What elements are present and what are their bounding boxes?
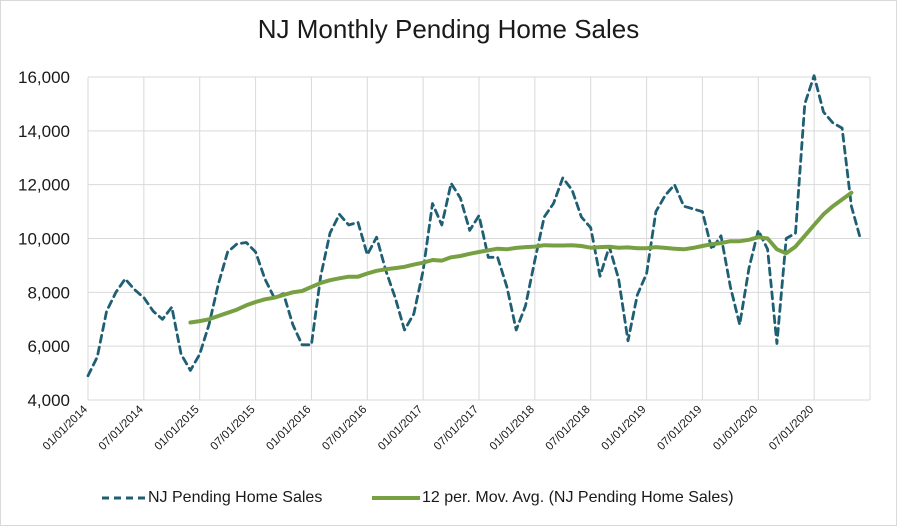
- x-tick-label: 01/01/2018: [488, 404, 537, 453]
- y-tick-label: 16,000: [18, 68, 70, 87]
- series-line-pending-sales: [86, 74, 863, 378]
- x-tick-label: 07/01/2016: [320, 404, 369, 453]
- y-tick-label: 10,000: [18, 230, 70, 249]
- series-line-moving-average: [188, 190, 854, 325]
- legend-swatch-solid: [372, 496, 420, 500]
- x-tick-label: 07/01/2014: [97, 403, 147, 453]
- legend-label-pending-sales: NJ Pending Home Sales: [148, 489, 323, 506]
- legend-item-pending-sales: NJ Pending Home Sales: [100, 486, 322, 510]
- x-tick-label: 07/01/2020: [767, 404, 816, 453]
- x-axis-tick-labels: 01/01/2014 07/01/2014 01/01/2015 07/01/2015…: [41, 403, 816, 453]
- x-tick-label: 01/01/2020: [711, 404, 760, 453]
- x-tick-label: 01/01/2015: [153, 404, 202, 453]
- y-tick-label: 14,000: [18, 122, 70, 141]
- chart-title: NJ Monthly Pending Home Sales: [257, 14, 640, 44]
- y-tick-label: 8,000: [27, 283, 70, 302]
- legend: NJ Pending Home Sales 12 per. Mov. Avg. …: [0, 486, 897, 510]
- y-tick-label: 4,000: [27, 391, 70, 410]
- grid-lines: [87, 76, 871, 401]
- legend-label-moving-average: 12 per. Mov. Avg. (NJ Pending Home Sales…: [422, 489, 734, 506]
- y-tick-label: 12,000: [18, 176, 70, 195]
- y-tick-label: 6,000: [27, 337, 70, 356]
- x-tick-label: 07/01/2017: [432, 404, 481, 453]
- x-tick-label: 01/01/2019: [600, 404, 649, 453]
- x-tick-label: 01/01/2014: [41, 403, 91, 453]
- x-tick-label: 07/01/2015: [209, 404, 258, 453]
- x-tick-label: 01/01/2017: [376, 404, 425, 453]
- legend-swatch-dashed: [102, 496, 146, 500]
- x-tick-label: 07/01/2019: [655, 404, 704, 453]
- x-tick-label: 01/01/2016: [264, 404, 313, 453]
- y-axis-tick-labels: 4,000 6,000 8,000 10,000 12,000 14,000 16,000: [18, 68, 70, 410]
- legend-item-moving-average: 12 per. Mov. Avg. (NJ Pending Home Sales…: [370, 486, 734, 510]
- x-tick-label: 07/01/2018: [544, 404, 593, 453]
- series-lines: [86, 74, 863, 378]
